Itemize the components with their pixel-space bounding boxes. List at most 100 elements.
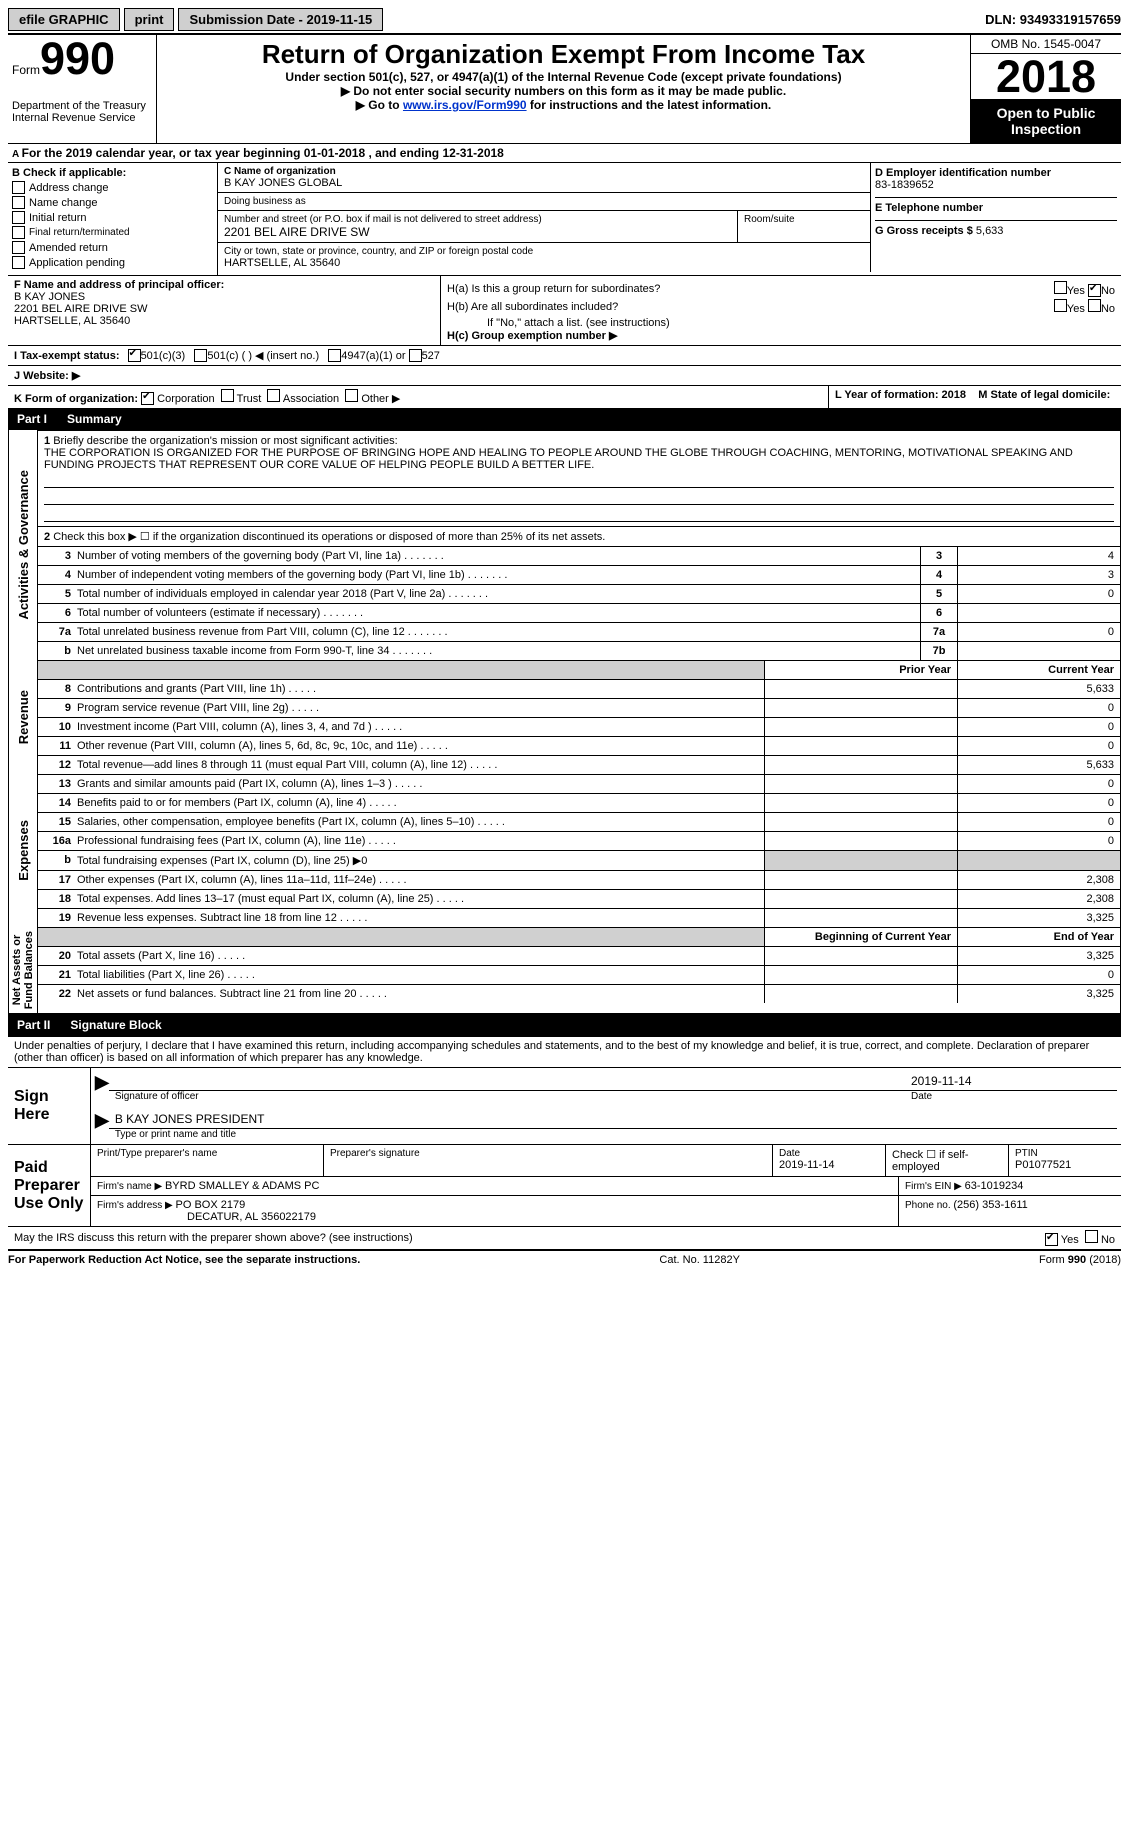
arrow-icon-2: ▶ [95,1110,109,1140]
officer-addr1: 2201 BEL AIRE DRIVE SW [14,303,434,315]
side-rev: Revenue [14,686,33,748]
data-row: 8Contributions and grants (Part VIII, li… [38,679,1120,698]
b-heading: B Check if applicable: [12,167,213,179]
note-1: Do not enter social security numbers on … [161,84,966,98]
open-inspection: Open to Public Inspection [971,99,1121,143]
data-row: 10Investment income (Part VIII, column (… [38,717,1120,736]
data-row: 20Total assets (Part X, line 16) . . . .… [38,946,1120,965]
hb-note: If "No," attach a list. (see instruction… [447,317,1115,329]
part2-header: Part II Signature Block [8,1014,1121,1036]
data-row: 14Benefits paid to or for members (Part … [38,793,1120,812]
cb-app-pending[interactable] [12,256,25,269]
subdate-value: 2019-11-15 [307,12,373,27]
paid-preparer-block: Paid Preparer Use Only Print/Type prepar… [8,1144,1121,1226]
discuss-yes-cb[interactable] [1045,1233,1058,1246]
i-label: I Tax-exempt status: [14,350,120,362]
cb-527[interactable] [409,349,422,362]
officer-addr2: HARTSELLE, AL 35640 [14,315,434,327]
cb-501c3[interactable] [128,349,141,362]
beg-year-header: Beginning of Current Year [764,928,957,946]
ptin-value: P01077521 [1015,1159,1115,1171]
part1-header: Part I Summary [8,408,1121,430]
section-k: K Form of organization: Corporation Trus… [8,386,829,408]
section-j: J Website: ▶ [8,365,1121,385]
ha-no: No [1101,285,1115,297]
j-label: J Website: ▶ [14,369,80,382]
dln-box: DLN: 93493319157659 [985,12,1121,27]
cb-name-change[interactable] [12,196,25,209]
data-row: 17Other expenses (Part IX, column (A), l… [38,870,1120,889]
ha-yes-cb[interactable] [1054,281,1067,294]
cb-initial-return[interactable] [12,211,25,224]
efile-label: efile GRAPHIC [8,8,120,31]
i-opt4: 527 [422,350,440,362]
sig-date-value: 2019-11-14 [905,1072,1117,1090]
firm-ein: 63-1019234 [965,1180,1024,1192]
name-title-label: Type or print name and title [109,1129,1117,1140]
i-opt3: 4947(a)(1) or [341,350,405,362]
firm-addr-label: Firm's address ▶ [97,1200,176,1211]
submission-date-box: Submission Date - 2019-11-15 [178,8,383,31]
firm-name: BYRD SMALLEY & ADAMS PC [165,1180,319,1192]
line2: 2 Check this box ▶ ☐ if the organization… [38,527,1120,546]
prep-check-label: Check ☐ if self-employed [886,1145,1009,1176]
mission-text: THE CORPORATION IS ORGANIZED FOR THE PUR… [44,447,1073,471]
cb-assoc[interactable] [267,389,280,402]
ha-no-cb[interactable] [1088,284,1101,297]
part1-num: Part I [17,412,47,426]
org-name: B KAY JONES GLOBAL [224,177,864,189]
discuss-no: No [1101,1234,1115,1246]
hb-no-cb[interactable] [1088,299,1101,312]
paid-prep-label: Paid Preparer Use Only [8,1145,91,1226]
irs-link[interactable]: www.irs.gov/Form990 [403,98,527,112]
k-corp: Corporation [157,393,214,405]
end-year-header: End of Year [957,928,1120,946]
form-header: Form990 Department of the Treasury Inter… [8,33,1121,143]
b-item-0: Address change [29,182,109,194]
cb-corp[interactable] [141,392,154,405]
section-h: H(a) Is this a group return for subordin… [441,276,1121,345]
form-word: Form [12,63,40,77]
tax-year: 2018 [971,54,1121,99]
cb-501c[interactable] [194,349,207,362]
cb-amended[interactable] [12,241,25,254]
side-ag: Activities & Governance [14,466,33,624]
b-item-2: Initial return [29,212,86,224]
cb-final-return[interactable] [12,226,25,239]
form-subtitle: Under section 501(c), 527, or 4947(a)(1)… [161,70,966,84]
hc-text: H(c) Group exemption number ▶ [447,329,1115,342]
hb-yes-cb[interactable] [1054,299,1067,312]
data-row: 16aProfessional fundraising fees (Part I… [38,831,1120,850]
i-opt2: 501(c) ( ) ◀ (insert no.) [207,349,319,362]
cb-trust[interactable] [221,389,234,402]
ag-row: 3Number of voting members of the governi… [38,546,1120,565]
footer: For Paperwork Reduction Act Notice, see … [8,1249,1121,1269]
sign-here-label: Sign Here [8,1068,91,1144]
firm-ein-label: Firm's EIN ▶ [905,1181,965,1192]
data-row: 18Total expenses. Add lines 13–17 (must … [38,889,1120,908]
rev-block: Revenue Prior Year Current Year 8Contrib… [8,660,1121,774]
firm-addr2: DECATUR, AL 356022179 [97,1211,892,1223]
header-mid: Return of Organization Exempt From Incom… [157,35,971,143]
discuss-no-cb[interactable] [1085,1230,1098,1243]
cb-address-change[interactable] [12,181,25,194]
cb-4947[interactable] [328,349,341,362]
i-opt1: 501(c)(3) [141,350,186,362]
footer-right: Form 990 (2018) [1039,1254,1121,1266]
form-title: Return of Organization Exempt From Incom… [161,39,966,70]
hb-text: H(b) Are all subordinates included? [447,301,1054,313]
d-label: D Employer identification number [875,167,1117,179]
penalty-text: Under penalties of perjury, I declare th… [8,1036,1121,1067]
room-label: Room/suite [744,214,864,225]
header-left: Form990 Department of the Treasury Inter… [8,35,157,143]
b-item-1: Name change [29,197,98,209]
ag-row: 5Total number of individuals employed in… [38,584,1120,603]
note2-post: for instructions and the latest informat… [527,98,772,112]
print-button[interactable]: print [124,8,175,31]
cb-other[interactable] [345,389,358,402]
ha-yes: Yes [1067,285,1085,297]
na-block: Net Assets or Fund Balances Beginning of… [8,927,1121,1014]
prep-date-label: Date [779,1148,879,1159]
header-right: OMB No. 1545-0047 2018 Open to Public In… [971,35,1121,143]
info-grid: B Check if applicable: Address change Na… [8,162,1121,275]
